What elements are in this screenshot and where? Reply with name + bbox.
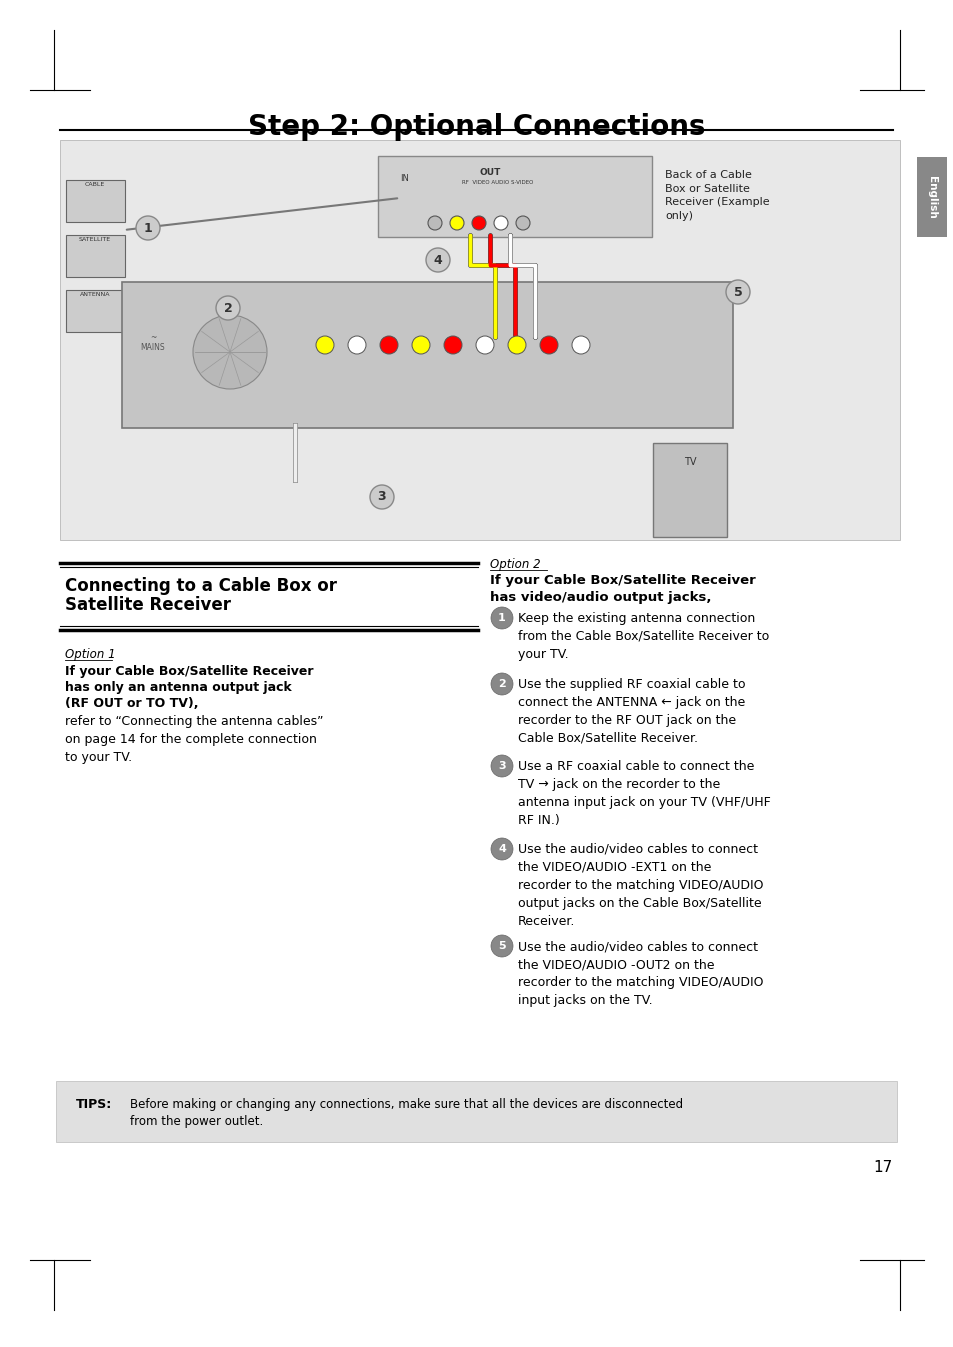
Text: Before making or changing any connections, make sure that all the devices are di: Before making or changing any connection… bbox=[130, 1098, 682, 1129]
Text: Connecting to a Cable Box or: Connecting to a Cable Box or bbox=[65, 577, 336, 595]
Circle shape bbox=[370, 485, 394, 509]
Circle shape bbox=[491, 756, 513, 777]
Circle shape bbox=[428, 216, 441, 230]
Text: TV: TV bbox=[683, 457, 696, 467]
Circle shape bbox=[476, 335, 494, 354]
Text: 1: 1 bbox=[144, 221, 152, 234]
FancyBboxPatch shape bbox=[56, 1082, 896, 1142]
Circle shape bbox=[472, 216, 485, 230]
FancyBboxPatch shape bbox=[377, 156, 651, 237]
Circle shape bbox=[539, 335, 558, 354]
Text: 4: 4 bbox=[497, 845, 505, 854]
Text: Step 2: Optional Connections: Step 2: Optional Connections bbox=[248, 113, 705, 141]
Text: Back of a Cable
Box or Satellite
Receiver (Example
only): Back of a Cable Box or Satellite Receive… bbox=[664, 170, 769, 221]
FancyBboxPatch shape bbox=[66, 180, 125, 222]
Text: Use a RF coaxial cable to connect the
TV → jack on the recorder to the
antenna i: Use a RF coaxial cable to connect the TV… bbox=[517, 760, 770, 827]
Circle shape bbox=[507, 335, 525, 354]
Text: Use the audio/video cables to connect
the VIDEO/AUDIO -OUT2 on the
recorder to t: Use the audio/video cables to connect th… bbox=[517, 940, 762, 1008]
Circle shape bbox=[491, 838, 513, 859]
Circle shape bbox=[215, 296, 240, 321]
Circle shape bbox=[348, 335, 366, 354]
Text: has video/audio output jacks,: has video/audio output jacks, bbox=[490, 591, 711, 603]
Circle shape bbox=[450, 216, 463, 230]
Text: RF  VIDEO AUDIO S-VIDEO: RF VIDEO AUDIO S-VIDEO bbox=[461, 180, 533, 185]
FancyBboxPatch shape bbox=[66, 234, 125, 277]
Circle shape bbox=[572, 335, 589, 354]
Text: Satellite Receiver: Satellite Receiver bbox=[65, 595, 231, 614]
Circle shape bbox=[491, 935, 513, 956]
Text: 5: 5 bbox=[497, 942, 505, 951]
Text: Use the supplied RF coaxial cable to
connect the ANTENNA ← jack on the
recorder : Use the supplied RF coaxial cable to con… bbox=[517, 678, 744, 745]
Circle shape bbox=[315, 335, 334, 354]
Text: refer to “Connecting the antenna cables”
on page 14 for the complete connection
: refer to “Connecting the antenna cables”… bbox=[65, 715, 323, 764]
Circle shape bbox=[491, 674, 513, 695]
Text: Keep the existing antenna connection
from the Cable Box/Satellite Receiver to
yo: Keep the existing antenna connection fro… bbox=[517, 612, 768, 661]
Text: Use the audio/video cables to connect
the VIDEO/AUDIO -EXT1 on the
recorder to t: Use the audio/video cables to connect th… bbox=[517, 843, 762, 928]
FancyBboxPatch shape bbox=[652, 443, 726, 537]
Text: CABLE: CABLE bbox=[85, 182, 105, 187]
Circle shape bbox=[516, 216, 530, 230]
Circle shape bbox=[491, 607, 513, 629]
Text: ANTENNA: ANTENNA bbox=[80, 292, 111, 296]
Circle shape bbox=[379, 335, 397, 354]
Text: Option 2: Option 2 bbox=[490, 558, 540, 571]
Text: Option 1: Option 1 bbox=[65, 648, 115, 661]
Text: (RF OUT or TO TV),: (RF OUT or TO TV), bbox=[65, 696, 198, 710]
Text: 3: 3 bbox=[377, 490, 386, 504]
FancyBboxPatch shape bbox=[916, 158, 946, 237]
FancyBboxPatch shape bbox=[66, 290, 125, 331]
Text: 17: 17 bbox=[873, 1160, 892, 1175]
Text: 5: 5 bbox=[733, 286, 741, 299]
Text: 2: 2 bbox=[223, 302, 233, 314]
Circle shape bbox=[443, 335, 461, 354]
Text: 2: 2 bbox=[497, 679, 505, 690]
Circle shape bbox=[725, 280, 749, 304]
Text: has only an antenna output jack: has only an antenna output jack bbox=[65, 682, 292, 694]
Text: 3: 3 bbox=[497, 761, 505, 770]
Text: If your Cable Box/Satellite Receiver: If your Cable Box/Satellite Receiver bbox=[65, 665, 314, 678]
Text: ~
MAINS: ~ MAINS bbox=[140, 333, 165, 353]
Circle shape bbox=[136, 216, 160, 240]
Circle shape bbox=[412, 335, 430, 354]
FancyBboxPatch shape bbox=[60, 140, 899, 540]
Text: 1: 1 bbox=[497, 613, 505, 624]
Circle shape bbox=[193, 315, 267, 389]
Text: SATELLITE: SATELLITE bbox=[79, 237, 111, 242]
Text: English: English bbox=[926, 175, 936, 218]
Circle shape bbox=[426, 248, 450, 272]
Text: If your Cable Box/Satellite Receiver: If your Cable Box/Satellite Receiver bbox=[490, 574, 755, 587]
Circle shape bbox=[494, 216, 507, 230]
Text: 4: 4 bbox=[434, 253, 442, 267]
Text: OUT: OUT bbox=[479, 168, 501, 176]
Text: TIPS:: TIPS: bbox=[76, 1098, 112, 1111]
FancyBboxPatch shape bbox=[122, 282, 732, 428]
Text: IN: IN bbox=[400, 174, 409, 183]
